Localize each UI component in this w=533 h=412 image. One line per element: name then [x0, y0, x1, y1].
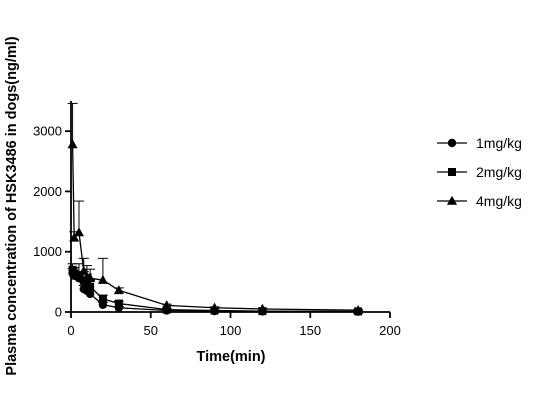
y-axis-title: Plasma concentration of HSK3486 in dogs(…	[4, 36, 20, 375]
legend-item: 1mg/kg	[437, 135, 522, 151]
y-tick-label: 0	[55, 305, 62, 320]
x-tick-label: 200	[379, 323, 401, 338]
data-point	[85, 289, 95, 299]
data-point	[86, 282, 95, 291]
data-point	[85, 273, 96, 283]
data-point	[209, 302, 220, 312]
data-point	[161, 300, 172, 310]
legend-label: 2mg/kg	[476, 164, 522, 180]
y-tick-label: 2000	[33, 184, 62, 199]
plot-area	[67, 102, 364, 316]
legend-item: 4mg/kg	[437, 193, 522, 209]
legend-label: 4mg/kg	[476, 193, 522, 209]
legend-marker	[448, 168, 456, 176]
data-point	[70, 269, 79, 278]
legend-marker	[447, 138, 457, 148]
legend-marker	[447, 195, 457, 205]
axes: 0 50 100 150 200 0 1000 2000 3000	[33, 101, 401, 338]
data-point	[97, 274, 108, 284]
data-point	[74, 271, 83, 280]
data-point	[78, 265, 89, 275]
legend-label: 1mg/kg	[476, 135, 522, 151]
data-point	[98, 294, 107, 303]
x-tick-label: 0	[67, 323, 74, 338]
x-tick-label: 150	[299, 323, 321, 338]
data-point	[113, 285, 124, 295]
data-point	[73, 227, 84, 237]
series-4mg-kg	[67, 102, 364, 314]
x-tick-label: 100	[220, 323, 242, 338]
y-tick-label: 3000	[33, 124, 62, 139]
data-point	[162, 305, 171, 314]
x-axis-title: Time(min)	[196, 349, 265, 365]
data-point	[114, 299, 123, 308]
data-point	[67, 139, 78, 149]
data-point	[257, 303, 268, 313]
y-ticks: 0 1000 2000 3000	[33, 124, 71, 320]
x-ticks: 0 50 100 150 200	[67, 312, 401, 338]
legend-item: 2mg/kg	[437, 164, 522, 180]
legend: 1mg/kg 2mg/kg 4mg/kg	[437, 135, 522, 209]
y-tick-label: 1000	[33, 244, 62, 259]
x-tick-label: 50	[144, 323, 158, 338]
series-line	[71, 144, 359, 311]
